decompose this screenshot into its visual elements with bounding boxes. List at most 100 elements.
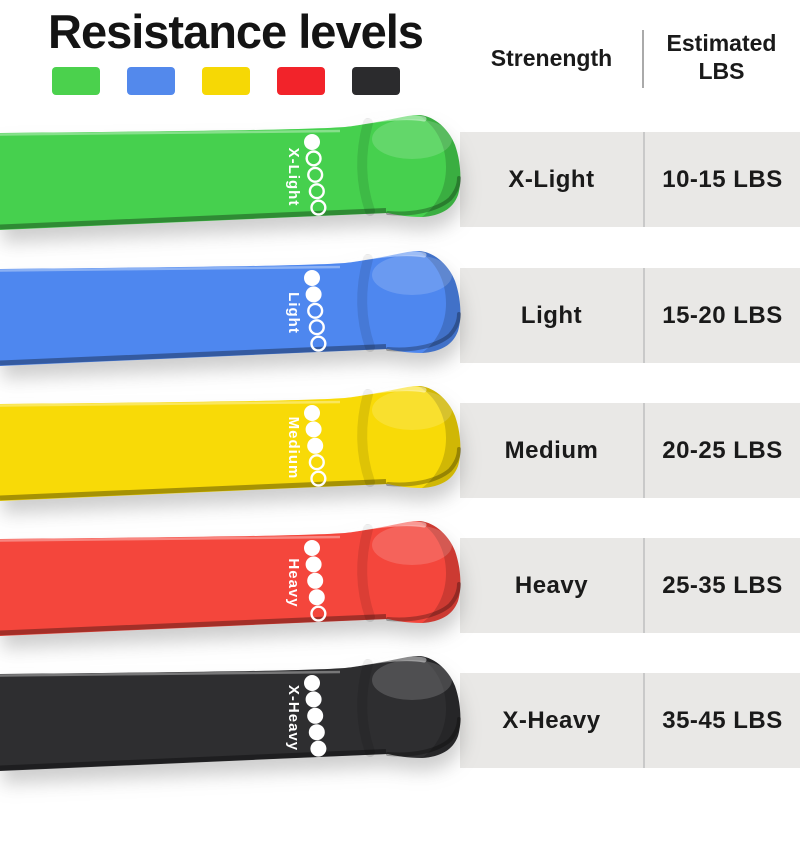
band-fold-rim bbox=[386, 582, 461, 622]
table-row: X-Light 10-15 LBS bbox=[460, 132, 800, 227]
band-yellow: Medium bbox=[0, 358, 480, 588]
band-fold-highlight bbox=[372, 390, 452, 430]
strength-dots bbox=[304, 540, 327, 622]
dot-filled bbox=[304, 540, 320, 556]
dot-filled bbox=[307, 572, 324, 589]
dot-empty bbox=[308, 319, 325, 336]
dot-filled bbox=[304, 270, 320, 286]
table-header: Strenength Estimated LBS bbox=[460, 22, 800, 94]
resistance-levels-infographic: Resistance levels Strenength Estimated L… bbox=[0, 5, 800, 771]
dot-filled bbox=[307, 707, 324, 724]
dot-empty bbox=[310, 199, 327, 216]
band-fold-shading bbox=[418, 656, 461, 758]
dot-filled bbox=[304, 405, 320, 421]
band-crease bbox=[357, 254, 375, 352]
dot-filled bbox=[308, 724, 325, 741]
band-top-highlight bbox=[0, 400, 341, 407]
band-crease bbox=[357, 659, 375, 757]
swatch-red bbox=[277, 67, 325, 95]
dot-empty bbox=[307, 166, 324, 183]
strength-cell: X-Heavy bbox=[502, 706, 601, 734]
band-curl-highlight bbox=[347, 115, 427, 127]
band-fold-shading bbox=[418, 386, 461, 488]
band-fold-shading bbox=[418, 115, 461, 217]
lbs-cell: 15-20 LBS bbox=[643, 268, 800, 363]
band-crease bbox=[357, 524, 375, 622]
dot-filled bbox=[305, 691, 322, 708]
lbs-cell: 25-35 LBS bbox=[643, 538, 800, 633]
strength-dots bbox=[304, 675, 327, 757]
dot-empty bbox=[308, 454, 325, 471]
table-row: Medium 20-25 LBS bbox=[460, 403, 800, 498]
band-top-highlight bbox=[0, 265, 341, 272]
band-red: Heavy bbox=[0, 493, 480, 723]
band-label: Medium bbox=[285, 417, 302, 480]
table-row: Heavy 25-35 LBS bbox=[460, 538, 800, 633]
band-shape bbox=[0, 115, 461, 230]
band-black: X-Heavy bbox=[0, 628, 480, 858]
band-label: Heavy bbox=[285, 558, 302, 607]
dot-filled bbox=[307, 437, 324, 454]
swatch-blue bbox=[127, 67, 175, 95]
dot-empty bbox=[305, 150, 322, 167]
strength-dots bbox=[304, 134, 327, 216]
band-curl-highlight bbox=[347, 521, 427, 533]
band-top-highlight bbox=[0, 535, 341, 542]
band-label: X-Light bbox=[285, 148, 302, 207]
band-fold-highlight bbox=[372, 525, 452, 565]
header-divider bbox=[642, 30, 644, 88]
table-row: Light 15-20 LBS bbox=[460, 268, 800, 363]
dot-empty bbox=[307, 302, 324, 319]
band-shape bbox=[0, 521, 461, 636]
band-fold-rim bbox=[386, 717, 461, 757]
column-header-strength: Strenength bbox=[490, 44, 613, 71]
band-shape bbox=[0, 386, 461, 501]
dot-filled bbox=[308, 589, 325, 606]
dot-empty bbox=[310, 470, 327, 487]
dot-empty bbox=[310, 605, 327, 622]
dot-filled bbox=[310, 740, 327, 757]
lbs-cell: 10-15 LBS bbox=[643, 132, 800, 227]
table-row: X-Heavy 35-45 LBS bbox=[460, 673, 800, 768]
band-fold-rim bbox=[386, 312, 461, 352]
swatch-black bbox=[352, 67, 400, 95]
band-green: X-Light bbox=[0, 87, 480, 317]
band-crease bbox=[357, 389, 375, 487]
dot-empty bbox=[308, 183, 325, 200]
strength-cell: Medium bbox=[504, 436, 599, 464]
band-curl-highlight bbox=[347, 251, 427, 263]
column-header-estimated-lbs: Estimated LBS bbox=[666, 30, 777, 84]
band-fold-rim bbox=[386, 447, 461, 487]
band-fold-rim bbox=[386, 176, 461, 216]
band-fold-shading bbox=[418, 251, 461, 353]
band-shape bbox=[0, 251, 461, 366]
lbs-cell: 35-45 LBS bbox=[643, 673, 800, 768]
strength-dots bbox=[304, 405, 327, 487]
strength-cell: Heavy bbox=[514, 571, 589, 599]
band-curl-highlight bbox=[347, 386, 427, 398]
lbs-cell: 20-25 LBS bbox=[643, 403, 800, 498]
band-top-highlight bbox=[0, 129, 341, 136]
strength-cell: Light bbox=[520, 301, 583, 329]
band-fold-shading bbox=[418, 521, 461, 623]
dot-filled bbox=[305, 556, 322, 573]
band-curl-highlight bbox=[347, 656, 427, 668]
band-label: Light bbox=[285, 292, 302, 334]
band-fold-highlight bbox=[372, 660, 452, 700]
swatch-yellow bbox=[202, 67, 250, 95]
band-fold-highlight bbox=[372, 119, 452, 159]
band-shape bbox=[0, 656, 461, 771]
page-title: Resistance levels bbox=[48, 5, 424, 58]
swatch-green bbox=[52, 67, 100, 95]
band-label: X-Heavy bbox=[285, 685, 302, 751]
dot-filled bbox=[305, 421, 322, 438]
band-top-highlight bbox=[0, 670, 341, 677]
dot-filled bbox=[304, 675, 320, 691]
strength-dots bbox=[304, 270, 327, 352]
band-blue: Light bbox=[0, 223, 480, 453]
band-fold-highlight bbox=[372, 255, 452, 295]
color-legend bbox=[52, 67, 400, 95]
strength-cell: X-Light bbox=[508, 165, 595, 193]
dot-filled bbox=[304, 134, 320, 150]
band-crease bbox=[357, 118, 375, 216]
